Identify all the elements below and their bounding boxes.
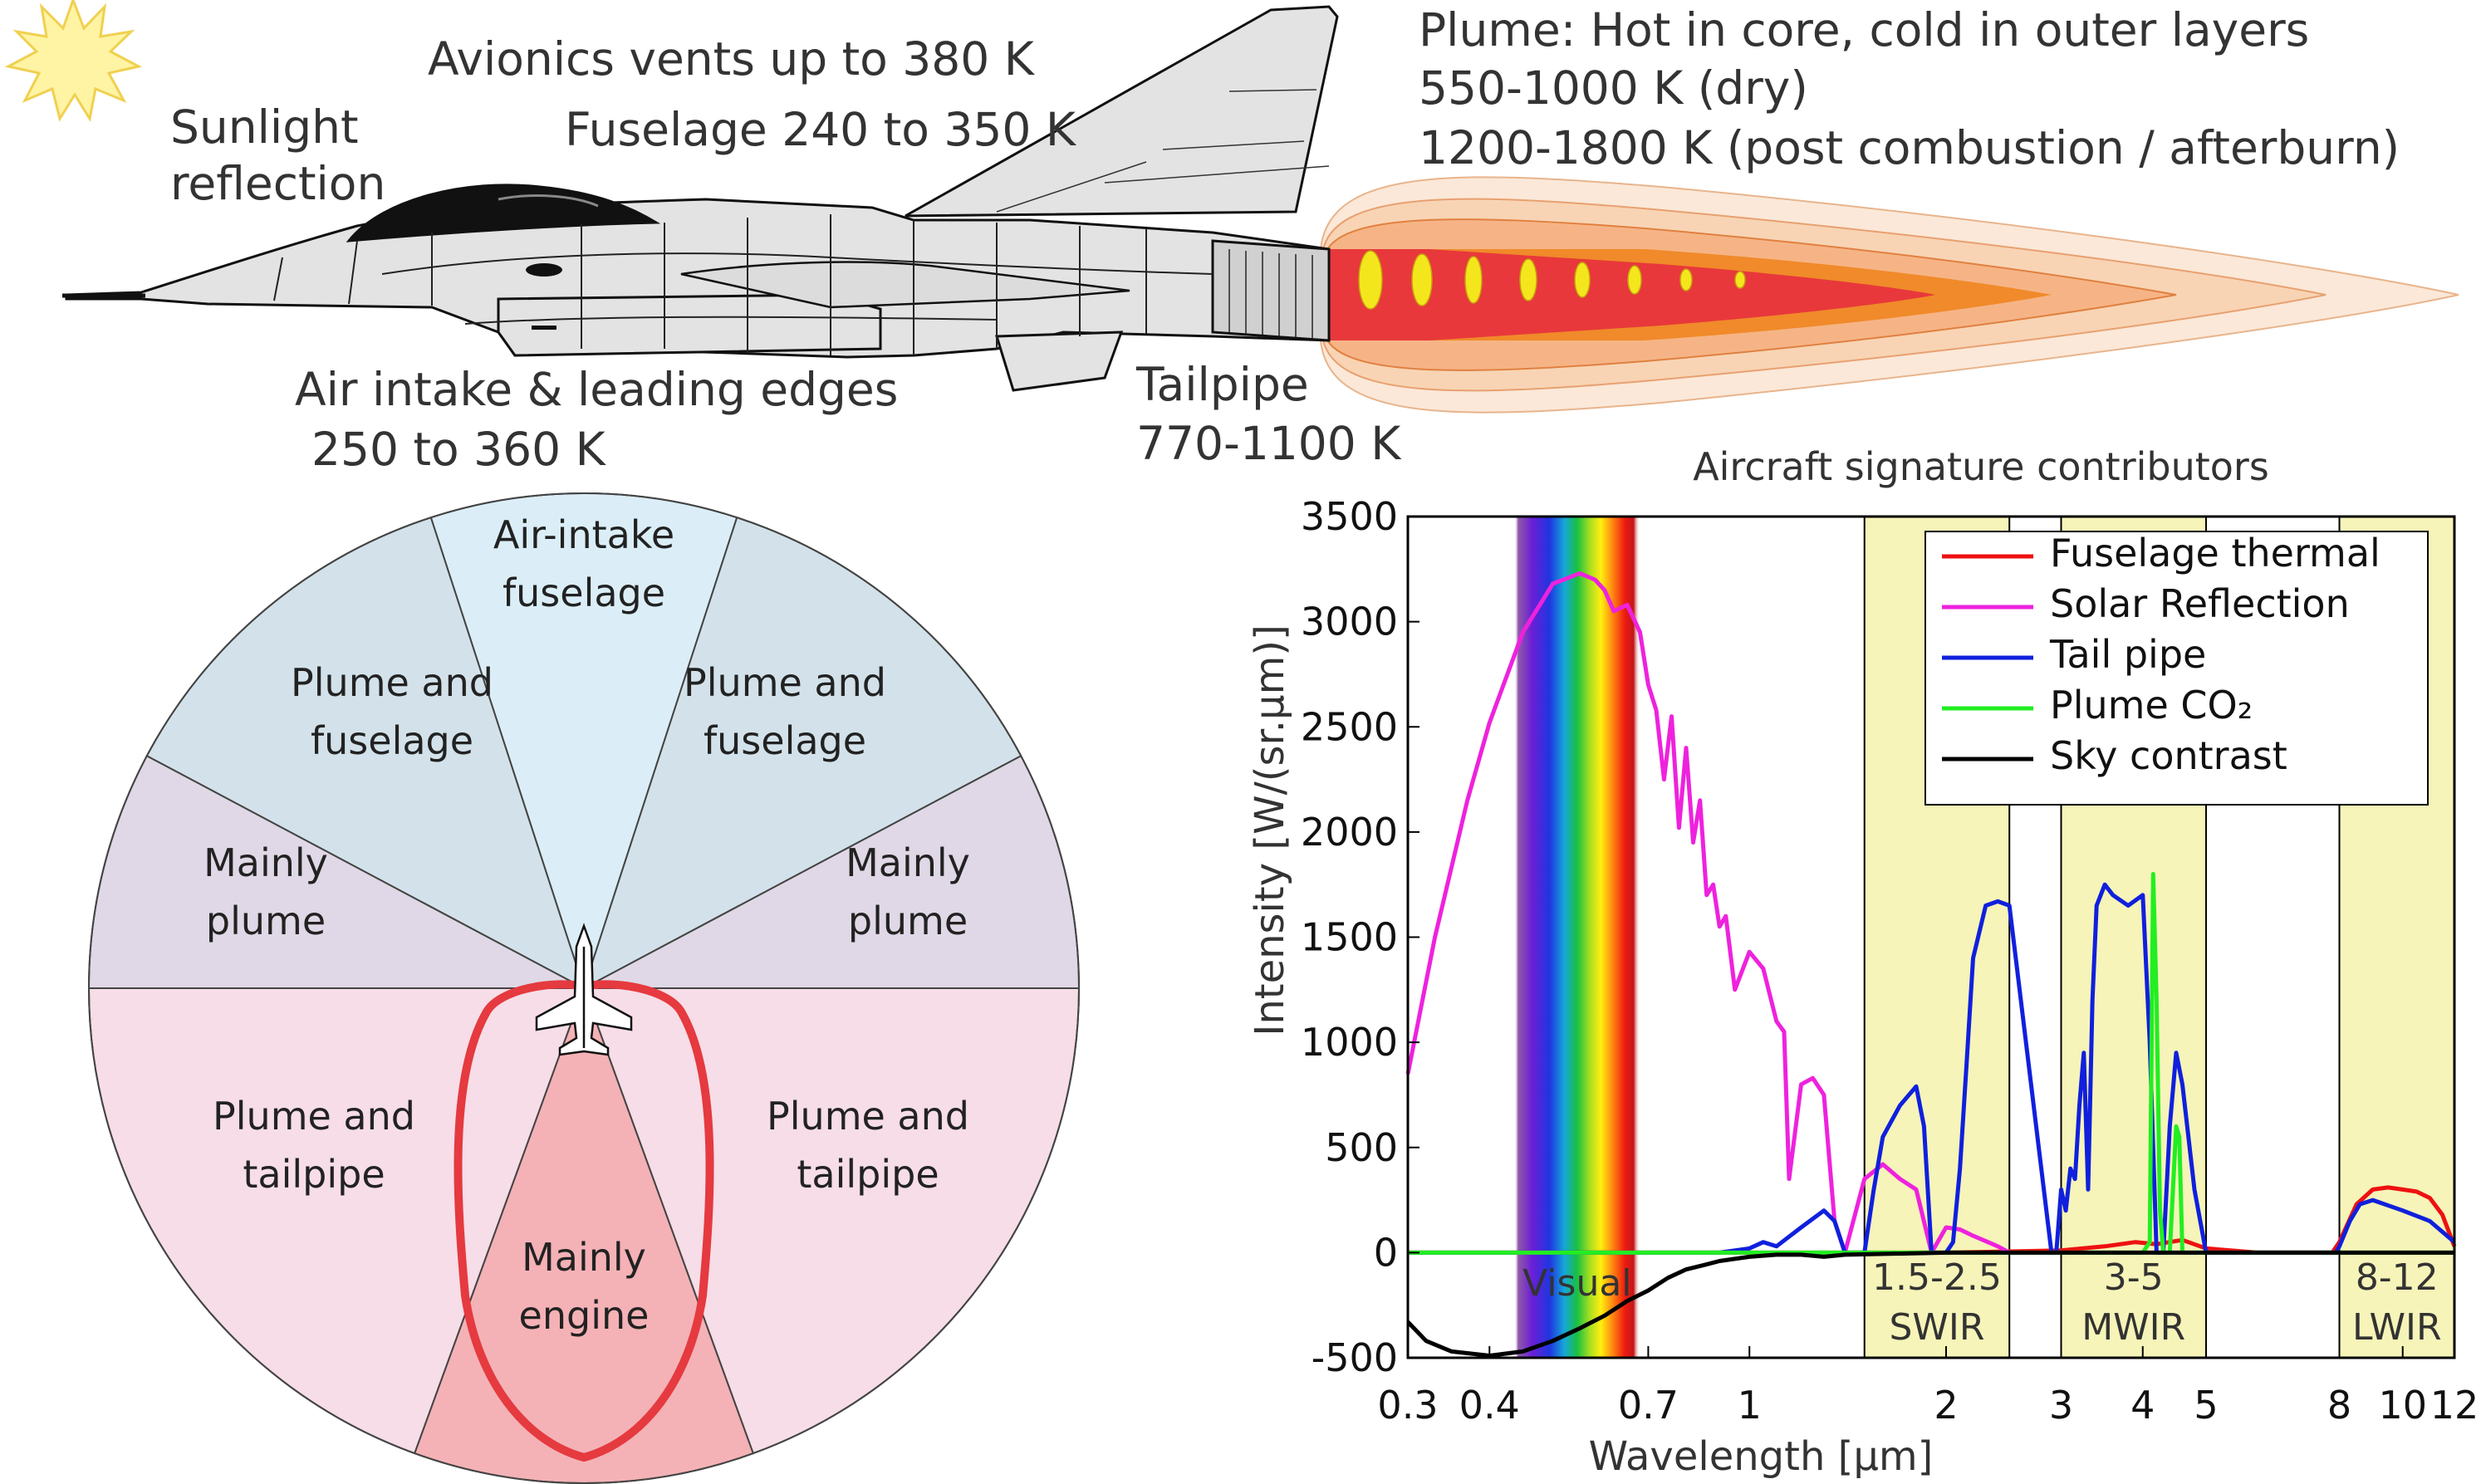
shock-diamond: [1627, 265, 1642, 295]
y-axis-ticks: -500 0 500 1000 1500 2000 2500 3000 3500: [1301, 494, 1419, 1380]
y-tick-label: 2000: [1301, 810, 1398, 855]
x-tick-label: 3: [2049, 1383, 2073, 1428]
plume-label-line1: Plume: Hot in core, cold in outer layers: [1419, 3, 2309, 56]
polar-sectors: [87, 492, 1081, 1484]
visual-band-label: Visual: [1522, 1262, 1631, 1305]
intake-marking: [526, 263, 562, 277]
x-tick-label: 8: [2327, 1383, 2351, 1428]
x-tick-label: 0.4: [1459, 1383, 1520, 1428]
shock-diamond: [1411, 253, 1433, 306]
ventral-fin: [994, 331, 1124, 392]
visual-band: [1514, 517, 1640, 1358]
x-tick-label: 5: [2194, 1383, 2218, 1428]
sector-label: Plume and: [767, 1094, 969, 1139]
legend-entry: Plume CO₂: [2050, 683, 2253, 727]
band-range-label: 1.5-2.5: [1872, 1256, 2002, 1299]
fuselage-panel-lines: [273, 214, 1214, 355]
engine-nozzle: [1211, 239, 1331, 342]
sector-label: tailpipe: [243, 1152, 385, 1197]
tailpipe-label-line2: 770-1100 K: [1136, 417, 1402, 470]
shock-diamonds: [1358, 250, 1746, 310]
tail-panel-lines: [996, 89, 1330, 213]
sector-label: plume: [848, 899, 968, 943]
sector-label: Mainly: [846, 840, 970, 885]
aircraft-topview-icon: [535, 923, 633, 1056]
sector-label: fuselage: [311, 718, 473, 763]
chart-title: Aircraft signature contributors: [1693, 444, 2269, 489]
band-range-label: 8-12: [2356, 1256, 2439, 1299]
legend-entry: Solar Reflection: [2050, 581, 2350, 626]
sector-label: Air-intake: [493, 512, 674, 557]
sector-label: Mainly: [203, 840, 328, 885]
chart-legend: Fuselage thermal Solar Reflection Tail pip…: [1924, 531, 2429, 806]
y-tick-label: 2500: [1301, 704, 1398, 749]
series-line: [1406, 1250, 2454, 1358]
band-name-label: MWIR: [2081, 1306, 2185, 1349]
sun-icon: [4, 0, 143, 123]
plume-label-line3: 1200-1800 K (post combustion / afterburn…: [1419, 121, 2400, 174]
y-tick-label: 500: [1325, 1125, 1398, 1170]
band-range-label: 3-5: [2104, 1256, 2164, 1299]
x-axis-label: Wavelength [µm]: [1589, 1433, 1934, 1480]
y-axis-label: Intensity [W/(sr.µm)]: [1247, 624, 1293, 1036]
plume-label-line2: 550-1000 K (dry): [1419, 61, 1808, 115]
shock-diamond: [1358, 250, 1383, 310]
y-tick-label: -500: [1312, 1335, 1398, 1380]
air-intake-label-line1: Air intake & leading edges: [295, 363, 898, 416]
polar-sector-labels: Air-intake fuselage Plume and fuselage Plume…: [203, 512, 970, 1338]
sunlight-label-line2: reflection: [170, 157, 385, 210]
sector-label: Plume and: [684, 660, 886, 705]
aircraft-illustration: [4, 0, 2459, 414]
sector-label: tailpipe: [797, 1152, 939, 1197]
sector-label: fuselage: [503, 571, 665, 615]
x-tick-label: 0.7: [1618, 1383, 1679, 1428]
polar-outline: [88, 492, 1080, 1484]
band-name-label: SWIR: [1889, 1306, 1984, 1349]
air-intake-label-line2: 250 to 360 K: [311, 423, 607, 476]
y-tick-label: 3000: [1301, 600, 1398, 644]
series-line: [1405, 571, 2011, 1255]
x-tick-label: 0.3: [1377, 1383, 1438, 1428]
sector-label: Plume and: [213, 1094, 415, 1139]
y-tick-label: 0: [1374, 1230, 1398, 1275]
signature-chart: Aircraft signature contributors 1.5-2.5 S…: [1247, 444, 2479, 1480]
fuselage-label: Fuselage 240 to 350 K: [565, 103, 1077, 156]
x-axis-ticks: 0.3 0.4 0.7 1 2 3 4 5 8 10 12: [1377, 1346, 2479, 1428]
sector-label: plume: [206, 899, 326, 943]
shock-diamond: [1734, 271, 1746, 289]
shock-diamond: [1574, 262, 1591, 298]
x-tick-label: 4: [2130, 1383, 2155, 1428]
x-tick-label: 2: [1934, 1383, 1958, 1428]
y-tick-label: 3500: [1301, 494, 1398, 539]
signature-lobe: [454, 980, 714, 1462]
x-tick-label: 10: [2378, 1383, 2427, 1428]
x-tick-label: 12: [2430, 1383, 2479, 1428]
y-tick-label: 1500: [1301, 915, 1398, 960]
shock-diamond: [1519, 258, 1537, 301]
sunlight-label-line1: Sunlight: [170, 100, 359, 154]
sector-label: engine: [519, 1293, 650, 1338]
shock-diamond: [1464, 256, 1483, 304]
band-name-label: LWIR: [2352, 1306, 2442, 1349]
band-labels: 1.5-2.5 SWIR 3-5 MWIR 8-12 LWIR Visual: [1522, 1256, 2441, 1349]
x-tick-label: 1: [1738, 1383, 1762, 1428]
sector-label: Plume and: [291, 660, 493, 705]
avionics-label: Avionics vents up to 380 K: [428, 32, 1036, 86]
y-tick-label: 1000: [1301, 1020, 1398, 1065]
sector-label: Mainly: [522, 1235, 646, 1280]
polar-diagram: Air-intake fuselage Plume and fuselage Plume…: [87, 492, 1081, 1484]
legend-entry: Sky contrast: [2050, 733, 2287, 778]
sector-label: fuselage: [704, 718, 866, 763]
wing: [680, 261, 1130, 309]
shock-diamond: [1679, 268, 1693, 291]
vertical-tail: [905, 5, 1339, 218]
series-lines: [1405, 571, 2457, 1358]
legend-entry: Tail pipe: [2049, 632, 2206, 677]
legend-entry: Fuselage thermal: [2050, 531, 2380, 575]
tailpipe-label-line1: Tailpipe: [1135, 358, 1309, 411]
